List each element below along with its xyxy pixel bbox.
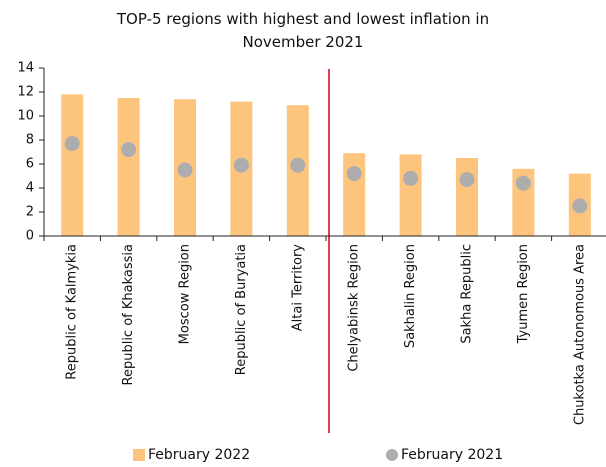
legend-label: February 2021 xyxy=(401,447,503,463)
x-tick-label: Sakha Republic xyxy=(460,244,475,344)
y-tick-label: 0 xyxy=(26,229,34,244)
legend-marker xyxy=(386,449,398,461)
point xyxy=(515,175,531,191)
y-tick-label: 8 xyxy=(26,133,34,148)
y-tick-label: 10 xyxy=(17,109,34,124)
point xyxy=(403,170,419,186)
bar xyxy=(456,158,478,236)
point xyxy=(121,142,137,158)
bar xyxy=(61,94,84,237)
y-tick-label: 12 xyxy=(17,85,34,100)
legend-label: February 2022 xyxy=(148,447,250,463)
point xyxy=(572,198,588,214)
point xyxy=(459,172,475,188)
x-tick-label: Chelyabinsk Region xyxy=(347,244,362,372)
y-tick-label: 4 xyxy=(26,181,34,196)
point xyxy=(233,157,249,173)
bar xyxy=(117,98,140,236)
y-tick-label: 6 xyxy=(26,157,34,172)
x-tick-label: Republic of Kalmykia xyxy=(65,244,80,380)
bar xyxy=(399,154,422,236)
legend-marker xyxy=(133,449,145,461)
bar xyxy=(343,153,366,236)
x-tick-label: Moscow Region xyxy=(178,244,193,344)
x-tick-label: Altai Territory xyxy=(290,244,305,332)
x-tick-label: Tyumen Region xyxy=(516,244,531,344)
x-tick-label: Republic of Buryatia xyxy=(234,244,249,375)
point xyxy=(346,166,362,182)
point xyxy=(290,157,306,173)
x-tick-label: Sakhalin Region xyxy=(403,244,418,348)
chart-title: TOP-5 regions with highest and lowest in… xyxy=(116,10,490,51)
x-tick-label: Republic of Khakassia xyxy=(121,244,136,385)
y-tick-label: 2 xyxy=(26,205,34,220)
y-tick-label: 14 xyxy=(17,61,34,76)
x-tick-label: Chukotka Autonomous Area xyxy=(572,244,587,425)
point xyxy=(177,162,193,178)
point xyxy=(64,136,80,152)
